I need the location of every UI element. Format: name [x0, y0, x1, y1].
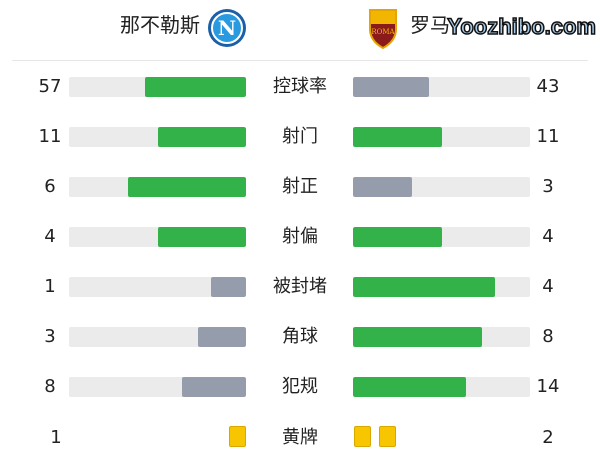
home-bar-fill [210, 277, 246, 297]
svg-text:N: N [218, 16, 236, 40]
home-value: 3 [44, 326, 56, 347]
home-bar-track [69, 77, 246, 97]
stat-row: 4 射偏 4 [0, 225, 600, 249]
yellow-card-icon [229, 426, 246, 447]
stat-label: 射门 [282, 126, 318, 147]
away-team-name: 罗马 [410, 13, 450, 37]
watermark: Yoozhibo.com [447, 13, 597, 40]
napoli-logo-icon: N [208, 9, 246, 47]
stat-row: 6 射正 3 [0, 175, 600, 199]
away-bar-track [353, 227, 530, 247]
away-value: 3 [542, 176, 554, 197]
home-bar-fill [197, 327, 246, 347]
away-bar-fill [353, 77, 430, 97]
home-value: 57 [38, 76, 62, 97]
home-value: 8 [44, 376, 56, 397]
stat-label: 被封堵 [273, 276, 327, 297]
stat-label: 黄牌 [282, 427, 318, 448]
home-bar-track [69, 177, 246, 197]
home-team-name: 那不勒斯 [120, 13, 200, 37]
away-bar-track [353, 277, 530, 297]
stat-label: 射正 [282, 176, 318, 197]
away-bar-fill [353, 177, 412, 197]
away-bar-fill [353, 377, 466, 397]
home-bar-fill [157, 127, 246, 147]
stat-row: 8 犯规 14 [0, 375, 600, 399]
stat-row: 57 控球率 43 [0, 75, 600, 99]
team-header: 那不勒斯 N ROMA 罗马 [0, 0, 600, 60]
home-value: 4 [44, 226, 56, 247]
away-bar-fill [353, 277, 495, 297]
away-bar-fill [353, 327, 482, 347]
stat-label: 犯规 [282, 376, 318, 397]
away-value: 4 [542, 276, 554, 297]
stat-label: 控球率 [273, 76, 327, 97]
yellow-card-icon [354, 426, 371, 447]
home-bar-track [69, 227, 246, 247]
home-bar-fill [145, 77, 246, 97]
away-bar-fill [353, 227, 442, 247]
away-value: 4 [542, 226, 554, 247]
stat-label: 角球 [282, 326, 318, 347]
home-bar-fill [157, 227, 246, 247]
home-bar-track [69, 327, 246, 347]
away-bar-track [353, 377, 530, 397]
home-bar-track [69, 127, 246, 147]
home-bar-track [69, 277, 246, 297]
stat-label: 射偏 [282, 226, 318, 247]
stat-row: 11 射门 11 [0, 125, 600, 149]
away-bar-track [353, 77, 530, 97]
away-bar-track [353, 327, 530, 347]
stat-row-yellow-cards: 1 黄牌 2 [0, 426, 600, 450]
yellow-card-icon [379, 426, 396, 447]
away-bar-track [353, 177, 530, 197]
away-value: 43 [536, 76, 560, 97]
svg-text:ROMA: ROMA [371, 28, 395, 36]
roma-logo-icon: ROMA [369, 9, 397, 49]
home-bar-fill [181, 377, 246, 397]
away-value: 14 [536, 376, 560, 397]
stat-row: 1 被封堵 4 [0, 275, 600, 299]
home-bar-track [69, 377, 246, 397]
home-value: 11 [38, 126, 62, 147]
away-value: 11 [536, 126, 560, 147]
away-bar-fill [353, 127, 442, 147]
home-bar-fill [128, 177, 246, 197]
home-value: 1 [44, 276, 56, 297]
home-value: 6 [44, 176, 56, 197]
stat-row: 3 角球 8 [0, 325, 600, 349]
away-value: 8 [542, 326, 554, 347]
header-divider [12, 60, 588, 61]
home-value: 1 [50, 427, 62, 448]
away-value: 2 [542, 427, 554, 448]
away-bar-track [353, 127, 530, 147]
